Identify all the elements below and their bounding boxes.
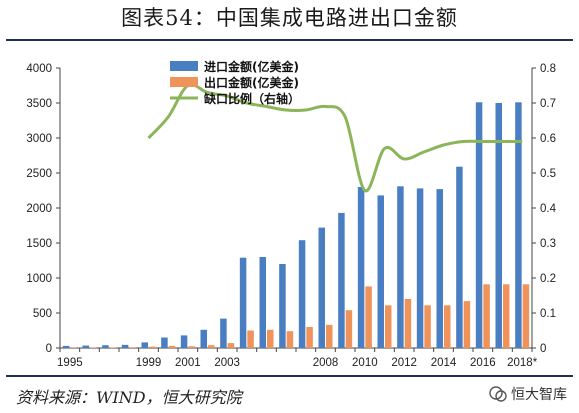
left-tick-label: 2500 — [26, 168, 52, 180]
legend-swatch-export — [170, 77, 198, 87]
import-bar — [416, 188, 424, 348]
right-ticks: 0 0.1 0.2 0.3 0.4 0.5 0.6 0.7 0.8 — [532, 63, 557, 355]
export-bar — [463, 301, 471, 348]
import-bar — [279, 264, 286, 348]
import-bar — [102, 345, 109, 348]
x-ticks: 1995 1999 2001 2003 2008 2010 2012 2014 2016 2018… — [57, 348, 538, 369]
export-bar — [444, 305, 451, 348]
import-bar — [377, 195, 384, 348]
legend-swatch-import — [170, 61, 198, 71]
legend-item-ratio: 缺口比例（右轴） — [170, 91, 300, 106]
x-tick-label: 2014 — [431, 357, 457, 369]
export-bar — [483, 284, 490, 348]
left-tick-label: 2000 — [26, 203, 52, 215]
export-bar — [149, 346, 156, 348]
x-tick-label: 2010 — [352, 357, 378, 369]
export-bar — [404, 299, 412, 348]
left-tick-label: 4000 — [26, 63, 52, 75]
x-tick-label: 2008 — [313, 357, 339, 369]
export-bar — [227, 343, 235, 348]
right-tick-label: 0.5 — [540, 168, 556, 180]
import-bar — [161, 337, 168, 348]
export-bar — [286, 331, 294, 348]
export-bar — [247, 330, 254, 348]
import-bar — [456, 166, 463, 348]
left-tick-label: 3500 — [26, 98, 52, 110]
import-bars — [62, 102, 522, 348]
left-ticks: 0 500 1000 1500 2000 2500 3000 3500 4000 — [26, 63, 60, 355]
legend-item-export: 出口金额(亿美金) — [170, 75, 299, 90]
export-bars — [70, 284, 530, 348]
left-tick-label: 500 — [33, 308, 52, 320]
import-bar — [318, 227, 325, 348]
right-tick-label: 0.4 — [540, 203, 557, 215]
export-bar — [385, 305, 392, 348]
left-tick-label: 0 — [46, 343, 52, 355]
import-bar — [220, 318, 227, 348]
legend: 进口金额(亿美金) 出口金额(亿美金) 缺口比例（右轴） — [170, 59, 300, 106]
import-bar — [200, 329, 207, 348]
x-tick-label: 1995 — [57, 357, 83, 369]
right-axis: 0 0.1 0.2 0.3 0.4 0.5 0.6 0.7 0.8 — [531, 63, 557, 355]
legend-label-import: 进口金额(亿美金) — [204, 59, 299, 74]
import-bar — [141, 342, 148, 348]
left-tick-label: 1000 — [26, 273, 52, 285]
x-tick-label: 1999 — [136, 357, 162, 369]
source-note: 资料来源：WIND，恒大研究院 — [16, 388, 242, 407]
right-tick-label: 0.2 — [540, 273, 556, 285]
import-bar — [180, 335, 188, 348]
x-tick-label: 2012 — [391, 357, 417, 369]
import-bar — [515, 102, 522, 348]
right-tick-label: 0.7 — [540, 98, 556, 110]
import-bar — [239, 257, 247, 348]
left-tick-label: 1500 — [26, 238, 52, 250]
x-tick-label: 2018* — [507, 357, 538, 369]
legend-label-export: 出口金额(亿美金) — [204, 75, 299, 90]
import-bar — [62, 345, 70, 348]
watermark-text: 恒大智库 — [511, 387, 567, 403]
export-bar — [365, 286, 372, 348]
import-bar — [436, 189, 443, 348]
import-bar — [397, 186, 404, 348]
export-bar — [345, 310, 353, 348]
export-bar — [208, 345, 215, 348]
export-bar — [424, 305, 431, 348]
export-bar — [522, 284, 530, 348]
export-bar — [306, 327, 313, 348]
top-rule — [6, 39, 573, 41]
import-bar — [298, 240, 306, 348]
left-axis: 0 500 1000 1500 2000 2500 3000 3500 4000 — [26, 63, 61, 355]
export-bar — [267, 329, 274, 348]
export-bar — [188, 346, 195, 348]
ratio-line — [147, 83, 523, 193]
import-bar — [82, 345, 89, 348]
export-bar — [109, 347, 117, 348]
legend-item-import: 进口金额(亿美金) — [170, 59, 299, 74]
wechat-logo-icon — [489, 386, 507, 402]
x-tick-label: 2003 — [214, 357, 240, 369]
right-tick-label: 0.3 — [540, 238, 556, 250]
import-bar — [121, 344, 129, 348]
bottom-rule — [6, 375, 573, 377]
legend-label-ratio: 缺口比例（右轴） — [204, 91, 300, 106]
export-bar — [503, 284, 510, 348]
import-bar — [495, 103, 502, 348]
right-tick-label: 0 — [540, 343, 546, 355]
import-bar — [259, 257, 266, 348]
right-tick-label: 0.8 — [540, 63, 556, 75]
right-tick-label: 0.1 — [540, 308, 556, 320]
import-bar — [357, 187, 365, 348]
export-bar — [168, 345, 176, 348]
x-tick-label: 2016 — [470, 357, 496, 369]
export-bar — [326, 324, 333, 348]
import-bar — [338, 212, 345, 348]
chart-title: 图表54：中国集成电路进出口金额 — [121, 6, 458, 30]
import-bar — [475, 102, 483, 348]
left-tick-label: 3000 — [26, 133, 52, 145]
export-bar — [129, 347, 136, 348]
x-tick-label: 2001 — [175, 357, 201, 369]
right-tick-label: 0.6 — [540, 133, 556, 145]
watermark: 恒大智库 — [489, 384, 567, 404]
